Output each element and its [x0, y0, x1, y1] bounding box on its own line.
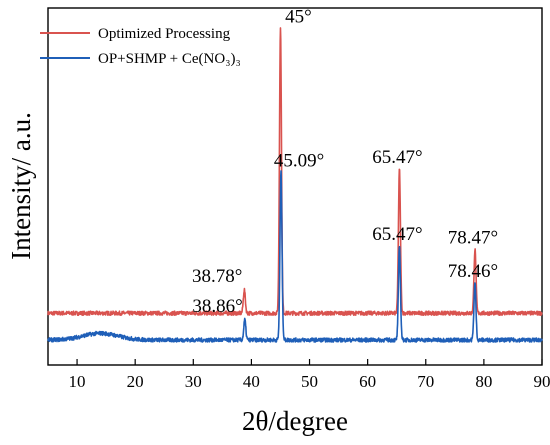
plot-frame	[47, 7, 543, 366]
peak-label-s0-p3: 78.47°	[448, 228, 498, 249]
x-axis-title: 2θ/degree	[242, 406, 348, 436]
series-line-1	[47, 170, 543, 343]
legend-label-op-shmp: OP+SHMP + Ce(NO₃)₃	[98, 51, 241, 67]
x-tick-label-70: 70	[417, 372, 434, 391]
x-tick-label-80: 80	[475, 372, 492, 391]
x-tick-label-10: 10	[69, 372, 86, 391]
peak-label-s0-p2: 65.47°	[372, 147, 422, 168]
x-tick-label-20: 20	[127, 372, 144, 391]
peak-label-s1-p1: 45.09°	[274, 151, 324, 172]
peak-label-s0-p0: 38.78°	[192, 266, 242, 287]
x-tick-label-60: 60	[359, 372, 376, 391]
peak-label-s1-p2: 65.47°	[372, 224, 422, 245]
x-tick-label-90: 90	[534, 372, 550, 391]
y-axis-title: Intensity/ a.u.	[6, 112, 36, 260]
peak-label-s0-p1: 45°	[285, 6, 312, 27]
x-tick-label-40: 40	[243, 372, 260, 391]
x-tick-label-50: 50	[301, 372, 318, 391]
legend-label-optimized: Optimized Processing	[98, 26, 231, 42]
peak-label-s1-p0: 38.86°	[192, 296, 242, 317]
peak-label-s1-p3: 78.46°	[448, 261, 498, 282]
series-line-0	[47, 27, 543, 317]
x-tick-label-30: 30	[185, 372, 202, 391]
